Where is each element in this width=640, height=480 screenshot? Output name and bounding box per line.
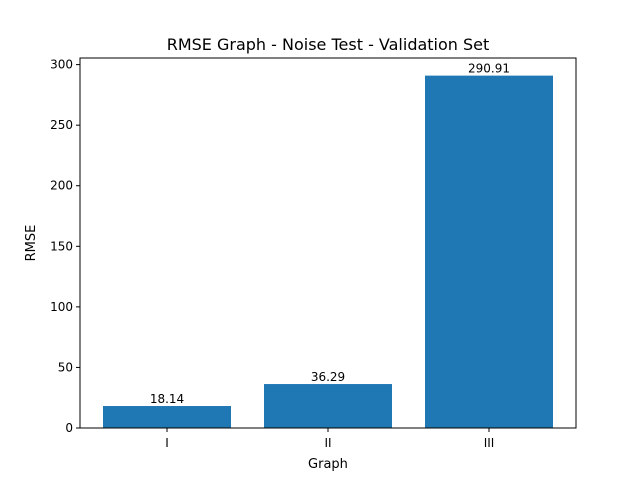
x-tick-label-III: III <box>484 436 495 450</box>
axes-frame <box>79 57 577 429</box>
bar-III <box>425 75 553 428</box>
data-label-II: 36.29 <box>311 370 345 384</box>
y-tick-label-300: 300 <box>50 58 73 72</box>
data-label-III: 290.91 <box>468 62 510 76</box>
plot-area: 18.14 I 36.29 II 290.91 III 0 50 100 150 200 250 300 <box>50 57 577 450</box>
y-axis-label: RMSE <box>24 225 39 262</box>
y-tick-label-250: 250 <box>50 118 73 132</box>
y-tick-label-150: 150 <box>50 239 73 253</box>
bar-I <box>103 406 231 428</box>
x-tick-label-I: I <box>165 436 169 450</box>
chart-title: RMSE Graph - Noise Test - Validation Set <box>167 35 490 54</box>
y-tick-label-100: 100 <box>50 300 73 314</box>
bar-II <box>264 384 392 428</box>
x-axis-label: Graph <box>308 457 348 472</box>
data-label-I: 18.14 <box>150 392 184 406</box>
y-tick-label-50: 50 <box>58 360 73 374</box>
y-tick-label-200: 200 <box>50 179 73 193</box>
y-tick-label-0: 0 <box>65 421 73 435</box>
x-tick-label-II: II <box>324 436 331 450</box>
